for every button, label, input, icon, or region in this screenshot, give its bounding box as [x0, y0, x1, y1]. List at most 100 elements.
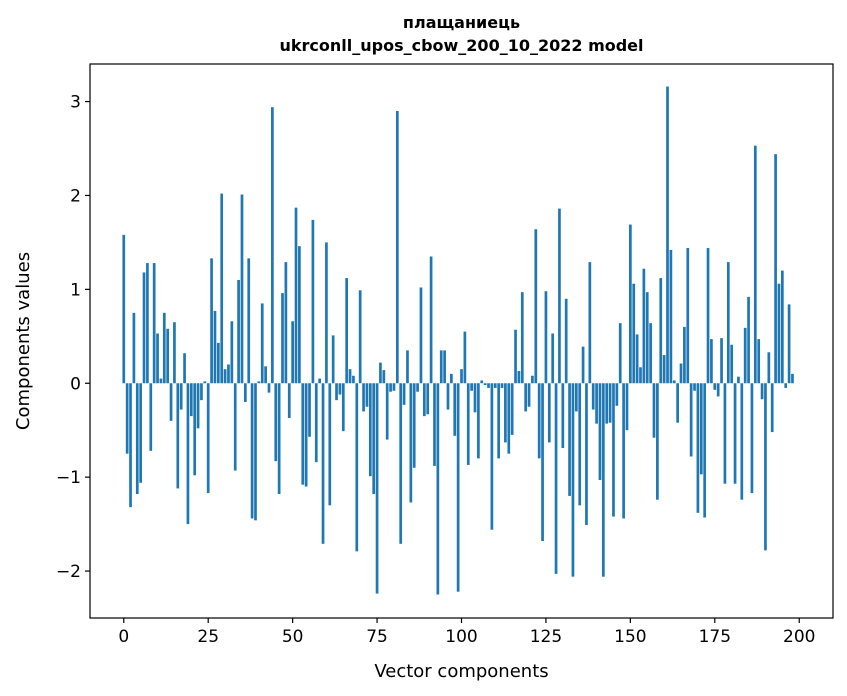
bar	[328, 383, 332, 506]
bar	[308, 383, 311, 437]
bar	[146, 263, 149, 384]
x-axis-ticks: 0 25 50 75 100 125 150 175 200	[118, 618, 815, 647]
bar	[257, 381, 261, 384]
bar	[463, 331, 467, 384]
bar	[314, 383, 318, 463]
bar	[142, 272, 146, 384]
bar	[200, 383, 203, 401]
bar	[395, 110, 399, 384]
bar	[537, 383, 541, 459]
bar	[304, 383, 308, 487]
bar	[477, 383, 480, 459]
bar	[169, 383, 173, 421]
bar	[612, 383, 615, 517]
bar	[237, 279, 240, 384]
y-tick-label: −1	[56, 468, 81, 488]
bar	[716, 383, 720, 397]
bar	[233, 383, 237, 471]
bar	[625, 383, 629, 431]
bar	[446, 383, 450, 410]
bar	[669, 249, 673, 384]
bar	[666, 86, 669, 384]
bar	[301, 383, 305, 485]
bar	[443, 350, 446, 384]
bar	[676, 383, 679, 423]
bar	[412, 383, 416, 468]
bar	[558, 208, 561, 384]
bar	[770, 383, 774, 433]
bar	[284, 262, 288, 384]
bar	[206, 383, 210, 494]
bar	[585, 383, 588, 526]
bar	[527, 383, 531, 407]
bar	[652, 383, 656, 438]
bar	[743, 327, 747, 384]
bar	[639, 367, 642, 384]
bar	[581, 346, 585, 384]
bar	[490, 383, 494, 530]
bar	[341, 383, 345, 432]
bar	[473, 383, 477, 413]
bar	[750, 383, 754, 494]
bar	[524, 383, 528, 412]
bar	[230, 321, 234, 384]
bar	[710, 339, 713, 384]
bar	[757, 339, 761, 384]
bar	[135, 383, 139, 495]
bar	[183, 353, 186, 384]
bar	[216, 342, 220, 384]
bar	[321, 383, 325, 544]
bar	[240, 194, 244, 384]
bar	[645, 292, 649, 384]
bar	[247, 258, 251, 384]
bar	[784, 383, 788, 388]
bar	[416, 383, 419, 392]
bar	[764, 383, 767, 551]
bar	[291, 321, 294, 384]
bar	[497, 383, 500, 459]
bar	[706, 248, 710, 384]
bar	[392, 383, 396, 391]
bar	[281, 293, 284, 384]
bar	[325, 242, 328, 384]
bar	[689, 383, 693, 457]
bar	[595, 383, 598, 424]
y-axis-ticks: −2 −1 0 1 2 3	[56, 93, 90, 582]
bar	[162, 312, 166, 384]
bar	[250, 383, 254, 519]
bar	[156, 333, 159, 384]
bar	[385, 383, 389, 440]
x-tick-label: 200	[783, 627, 815, 647]
bar	[615, 383, 619, 406]
bar	[493, 383, 497, 388]
bar	[737, 376, 740, 384]
bar	[179, 383, 183, 410]
bar	[720, 338, 723, 384]
bar	[699, 383, 703, 475]
bar	[210, 258, 213, 384]
bar	[409, 383, 413, 503]
bar	[659, 278, 663, 384]
y-tick-label: 3	[70, 93, 81, 113]
bar	[656, 383, 659, 500]
bar	[683, 326, 686, 384]
bar	[352, 375, 355, 384]
bar	[517, 371, 521, 384]
bar	[348, 369, 352, 384]
bar	[480, 380, 484, 384]
bar	[244, 383, 247, 403]
bar	[375, 383, 379, 594]
chart-title-line2: ukrconll_upos_cbow_200_10_2022 model	[279, 36, 643, 55]
bar	[605, 383, 609, 424]
bar	[791, 373, 794, 384]
bar	[760, 383, 764, 400]
bar	[547, 383, 551, 443]
bar	[372, 383, 376, 495]
bar	[335, 383, 338, 401]
bar	[176, 383, 180, 489]
bar	[271, 107, 274, 384]
bar	[780, 270, 784, 384]
bar	[406, 350, 409, 384]
